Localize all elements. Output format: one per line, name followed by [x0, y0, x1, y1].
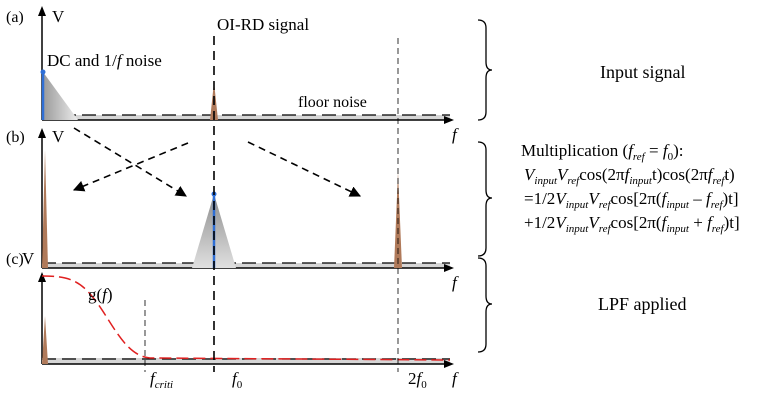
- panel-c: (c) V f g(f): [6, 249, 459, 388]
- panel-b: (b) V f: [6, 127, 459, 292]
- panel-c-x-axis-label: f: [452, 369, 459, 388]
- equation-line-2: VinputVrefcos(2πfinputt)cos(2πfreft): [524, 165, 735, 187]
- panel-a-y-axis-label: V: [52, 7, 65, 26]
- panel-c-y-axis-label: V: [22, 249, 35, 268]
- panel-a-y-axis-arrow: [38, 6, 46, 16]
- panel-a-label: (a): [6, 9, 24, 26]
- panel-a-x-axis-arrow: [444, 116, 454, 124]
- panel-b-y-axis-arrow: [38, 128, 46, 138]
- lpf-curve: [41, 275, 451, 361]
- tick-f-criti: fcriti: [150, 369, 173, 391]
- dc-noise-label: DC and 1/f noise: [47, 51, 162, 70]
- panel-a-floor-noise-band: [42, 115, 450, 120]
- panel-c-x-axis-arrow: [444, 360, 454, 368]
- panel-a-x-axis-label: f: [452, 125, 459, 144]
- brace-lpf: [477, 257, 493, 353]
- input-signal-label: Input signal: [600, 62, 686, 82]
- dc-peak-b: [42, 150, 48, 268]
- panel-b-floor-noise-band: [42, 263, 450, 268]
- arrow-dc-to-f0: [73, 127, 187, 197]
- arrow-f0-to-dc: [72, 142, 189, 192]
- panel-c-y-axis-arrow: [38, 272, 46, 282]
- equation-line-4: +1/2VinputVrefcos[2π(finput + fref)t]: [524, 213, 740, 235]
- brace-multiplication: [477, 141, 493, 257]
- panel-c-floor-noise-band: [42, 358, 450, 364]
- panel-b-x-axis-label: f: [452, 273, 459, 292]
- equation-line-3: =1/2VinputVrefcos[2π(finput – fref)t]: [524, 189, 739, 211]
- tick-2f0: 2f0: [408, 369, 427, 391]
- dc-peak-c: [42, 316, 48, 364]
- equation-block: Multiplication (fref = f0): VinputVrefco…: [521, 141, 740, 235]
- lpf-applied-label: LPF applied: [598, 294, 687, 314]
- panel-a: (a) V f DC and 1/f noise OI-RD signal fl…: [6, 6, 459, 144]
- panel-b-y-axis-label: V: [52, 127, 65, 146]
- equation-line-1: Multiplication (fref = f0):: [521, 141, 683, 163]
- panel-b-x-axis-arrow: [444, 264, 454, 272]
- tick-f0: f0: [232, 369, 243, 391]
- panel-b-label: (b): [6, 129, 25, 146]
- signal-title: OI-RD signal: [217, 15, 309, 34]
- brace-input-signal: [477, 19, 493, 121]
- dc-point: [40, 69, 46, 75]
- panel-c-label: (c): [6, 251, 24, 268]
- lpf-curve-label: g(f): [88, 285, 113, 304]
- dc-noise-shape: [43, 72, 78, 120]
- arrow-f0-to-2f0: [247, 141, 362, 197]
- floor-noise-label: floor noise: [298, 94, 367, 111]
